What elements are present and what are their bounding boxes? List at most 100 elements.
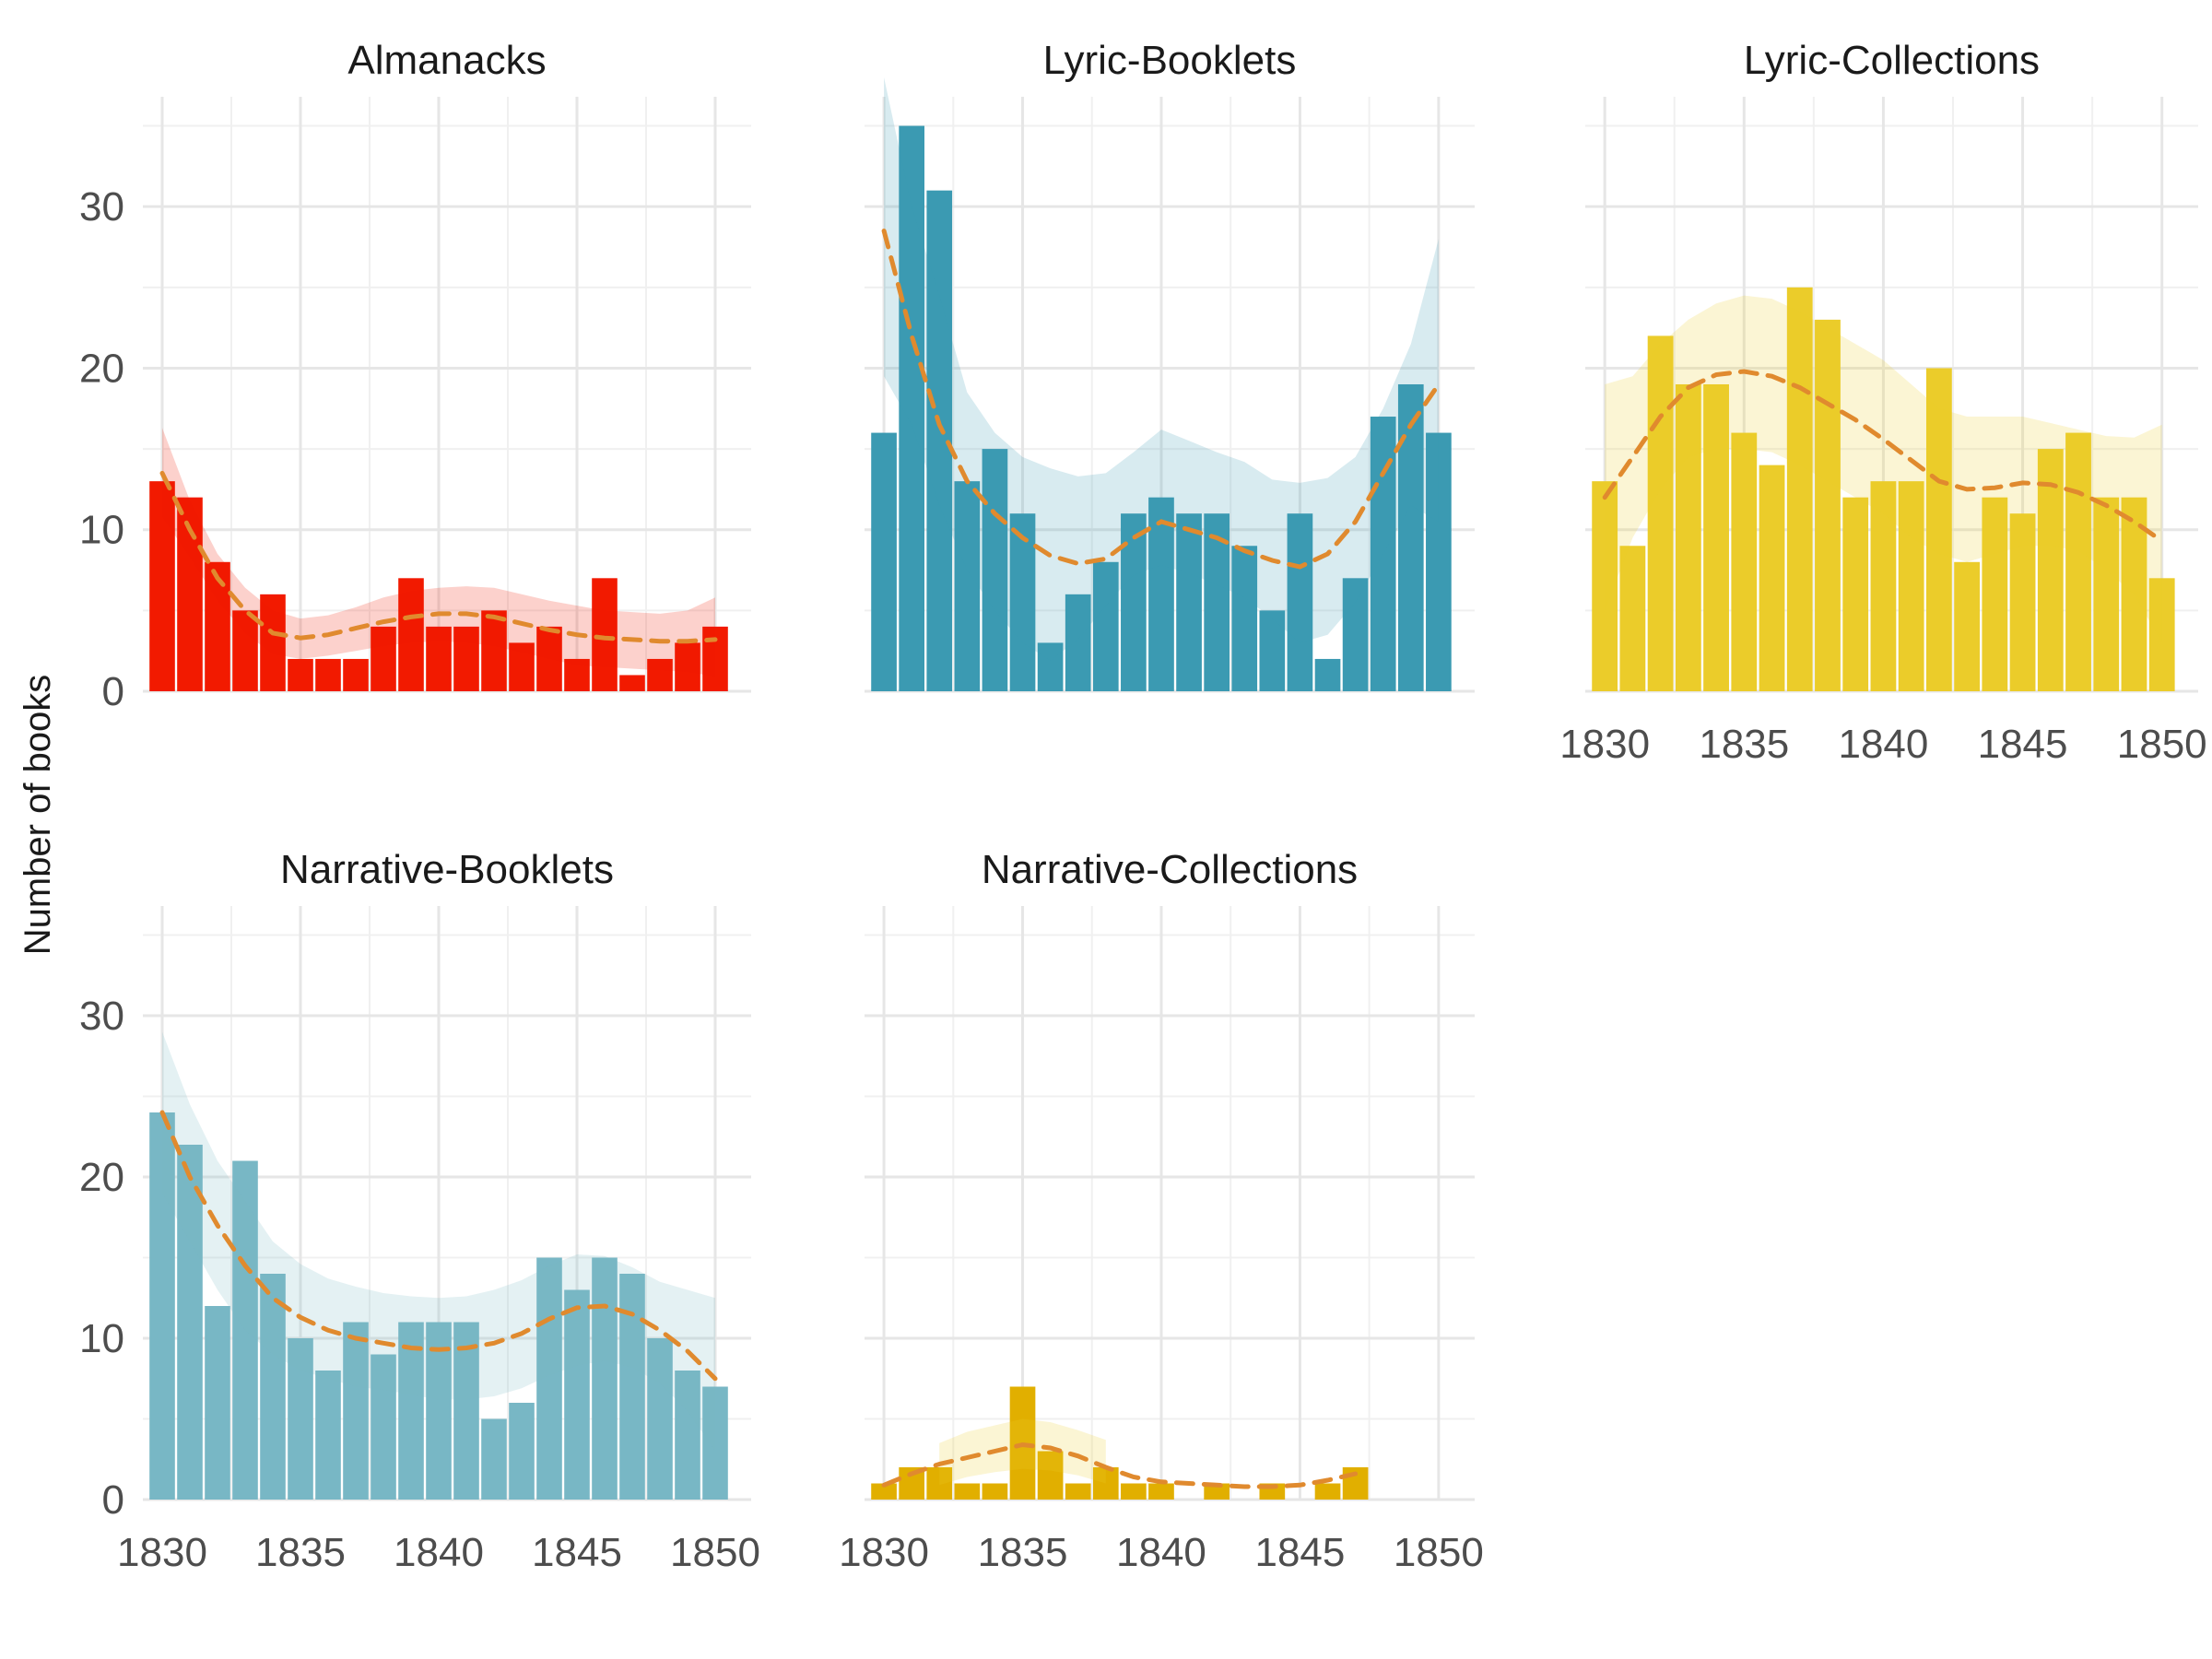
bar-1845	[2009, 513, 2036, 691]
bar-1848	[647, 1338, 673, 1500]
trend-line	[881, 1441, 1359, 1489]
x-tick-label: 1835	[255, 1530, 346, 1575]
bar-1833	[1675, 383, 1701, 691]
bar-1830	[871, 432, 897, 691]
bar-1850	[702, 1386, 728, 1500]
bar-1843	[509, 642, 535, 691]
bar-1832	[205, 561, 230, 691]
bar-1831	[1619, 546, 1646, 691]
confidence-band	[1605, 295, 2162, 643]
bar-1848	[647, 658, 673, 691]
y-tick-label: 0	[102, 1477, 124, 1523]
bar-1838	[1092, 561, 1119, 691]
bar-1839	[1121, 1483, 1147, 1500]
bar-1835	[288, 1338, 313, 1500]
y-tick-label: 10	[79, 508, 124, 553]
bar-1846	[592, 1257, 618, 1500]
facet-panel-lyric-collections: Lyric-Collections 1830 1835 1840 1845 1850	[1559, 38, 2206, 767]
bar-1839	[398, 578, 424, 691]
bar-1833	[954, 1483, 981, 1500]
facet-title: Narrative-Booklets	[280, 847, 614, 892]
bar-1839	[398, 1322, 424, 1500]
bar-1831	[899, 125, 924, 691]
bar-1844	[536, 1257, 562, 1500]
bar-1833	[232, 1160, 258, 1500]
x-tick-label: 1845	[1978, 722, 2068, 767]
bar-1841	[1176, 513, 1202, 691]
bar-1834	[1703, 383, 1729, 691]
facet-title: Lyric-Collections	[1744, 38, 2040, 83]
facet-title: Lyric-Booklets	[1043, 38, 1297, 83]
bar-1830	[871, 1483, 897, 1500]
bar-1831	[177, 1145, 203, 1500]
bar-1846	[2037, 449, 2064, 691]
x-tick-label: 1845	[532, 1530, 622, 1575]
bar-1834	[982, 449, 1008, 691]
bar-1840	[426, 626, 452, 691]
bar-1840	[1148, 1483, 1174, 1500]
x-tick-label: 1835	[978, 1530, 1068, 1575]
bar-1843	[509, 1403, 535, 1500]
confidence-band	[939, 1418, 1106, 1486]
facet-title: Almanacks	[347, 38, 546, 83]
bar-1835	[288, 658, 313, 691]
facet-panel-narrative-booklets: Narrative-Booklets 0 10 20 30 1830 1835 1840 184…	[79, 847, 760, 1575]
bar-1844	[1259, 610, 1286, 691]
bar-1833	[954, 481, 981, 691]
bar-1830	[149, 1112, 175, 1500]
bar-1833	[232, 610, 258, 691]
bar-1832	[205, 1306, 230, 1500]
bar-1837	[343, 1322, 369, 1500]
bar-1840	[1870, 481, 1897, 691]
x-tick-label: 1830	[117, 1530, 207, 1575]
bar-1832	[1647, 335, 1674, 691]
bar-1834	[982, 1483, 1008, 1500]
bar-1845	[564, 658, 590, 691]
trend-line	[1602, 369, 2165, 544]
bar-1843	[1954, 561, 1981, 691]
bar-1841	[1898, 481, 1924, 691]
trend-line	[159, 1110, 718, 1382]
bar-1849	[675, 1371, 700, 1500]
confidence-band	[162, 1031, 715, 1452]
bar-1837	[1786, 287, 1813, 691]
x-tick-label: 1845	[1254, 1530, 1345, 1575]
bar-1847	[2065, 432, 2091, 691]
y-tick-label: 10	[79, 1316, 124, 1361]
y-tick-label: 0	[102, 669, 124, 714]
bar-1848	[2093, 497, 2120, 691]
facet-title: Narrative-Collections	[982, 847, 1358, 892]
bar-1838	[371, 1354, 396, 1500]
x-tick-label: 1850	[670, 1530, 760, 1575]
bar-1842	[481, 610, 507, 691]
y-tick-label: 20	[79, 346, 124, 391]
bar-1838	[1092, 1467, 1119, 1500]
facet-panel-almanacks: Almanacks 0 10 20 30	[79, 38, 751, 714]
bar-1838	[1815, 319, 1841, 691]
bar-1847	[619, 675, 645, 691]
facet-panel-narrative-collections: Narrative-Collections 1830 1835 1840 1845 185…	[839, 847, 1484, 1575]
bar-1838	[371, 626, 396, 691]
bar-1834	[260, 594, 286, 691]
x-tick-label: 1840	[394, 1530, 484, 1575]
bar-1849	[675, 642, 700, 691]
bar-1830	[149, 481, 175, 691]
x-tick-label: 1850	[2117, 722, 2207, 767]
bar-1845	[564, 1289, 590, 1500]
x-tick-label: 1830	[839, 1530, 929, 1575]
trend-line	[159, 470, 718, 644]
y-tick-label: 30	[79, 184, 124, 229]
bar-1841	[453, 1322, 479, 1500]
bar-1837	[1065, 594, 1091, 691]
bar-1832	[926, 1467, 953, 1500]
bar-1840	[1148, 497, 1174, 691]
bar-1835	[1731, 432, 1758, 691]
facet-panel-lyric-booklets: Lyric-Booklets	[865, 38, 1475, 693]
x-tick-label: 1835	[1699, 722, 1789, 767]
bar-1850	[1426, 432, 1452, 691]
confidence-band	[162, 428, 715, 677]
y-axis-title: Number of books	[18, 675, 58, 956]
bar-1842	[1204, 1483, 1230, 1500]
bar-1847	[1342, 578, 1369, 691]
